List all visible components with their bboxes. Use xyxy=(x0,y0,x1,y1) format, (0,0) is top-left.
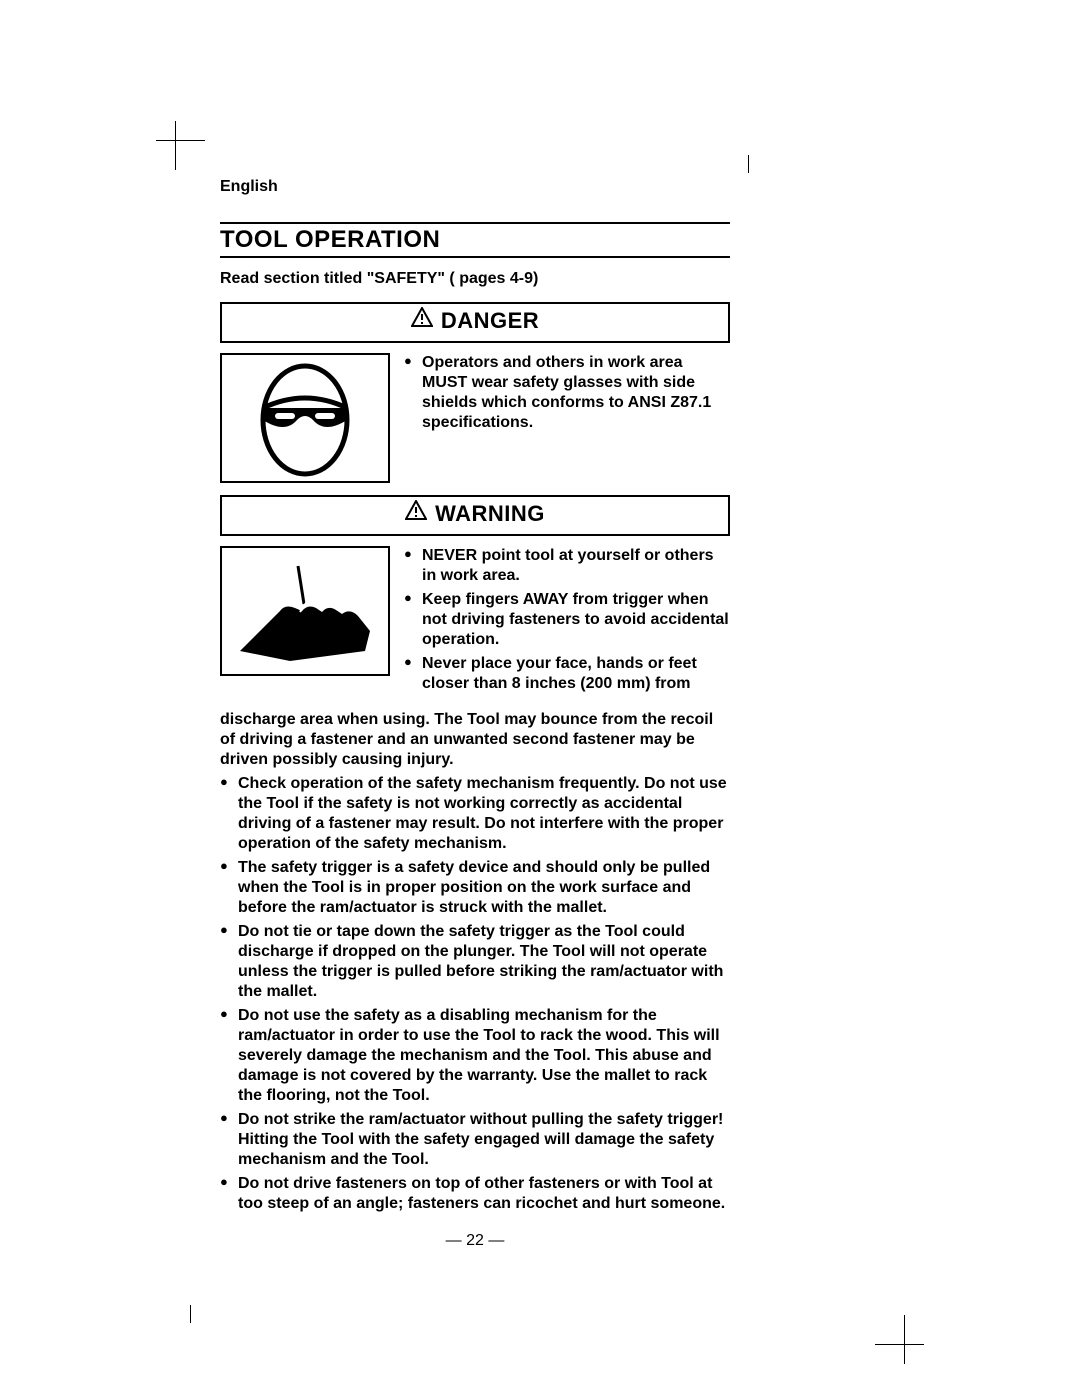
crop-mark-bottom-left xyxy=(190,1305,191,1323)
page-number: — 22 — xyxy=(220,1232,730,1250)
crop-mark-top-right xyxy=(748,155,749,173)
warning-item: Keep fingers AWAY from trigger when not … xyxy=(404,590,730,650)
crop-mark-top-left xyxy=(175,140,205,170)
warning-heading: WARNING xyxy=(220,495,730,536)
warning-item: Check operation of the safety mechanism … xyxy=(220,774,730,854)
section-title: TOOL OPERATION xyxy=(220,222,730,258)
warning-item: Never place your face, hands or feet clo… xyxy=(404,654,730,694)
danger-item: Operators and others in work area MUST w… xyxy=(404,353,730,433)
alert-triangle-icon xyxy=(411,307,433,333)
language-label: English xyxy=(220,178,730,196)
danger-heading: DANGER xyxy=(220,302,730,343)
warning-item: Do not tie or tape down the safety trigg… xyxy=(220,922,730,1002)
warning-continuation: discharge area when using. The Tool may … xyxy=(220,710,730,770)
warning-item: NEVER point tool at yourself or others i… xyxy=(404,546,730,586)
goggles-icon xyxy=(220,353,390,483)
warning-item: Do not strike the ram/actuator without p… xyxy=(220,1110,730,1170)
alert-triangle-icon xyxy=(405,500,427,526)
hand-nail-icon xyxy=(220,546,390,676)
danger-list: Operators and others in work area MUST w… xyxy=(404,353,730,437)
warning-item: The safety trigger is a safety device an… xyxy=(220,858,730,918)
warning-row: NEVER point tool at yourself or others i… xyxy=(220,546,730,698)
warning-item: Do not use the safety as a disabling mec… xyxy=(220,1006,730,1106)
danger-row: Operators and others in work area MUST w… xyxy=(220,353,730,483)
warning-label: WARNING xyxy=(435,501,545,526)
warning-full-list: Check operation of the safety mechanism … xyxy=(220,774,730,1214)
safety-subhead: Read section titled "SAFETY" ( pages 4-9… xyxy=(220,270,730,288)
warning-item: Do not drive fasteners on top of other f… xyxy=(220,1174,730,1214)
page-content: English TOOL OPERATION Read section titl… xyxy=(220,178,730,1250)
crop-mark-bottom-right xyxy=(875,1315,905,1345)
danger-label: DANGER xyxy=(441,308,539,333)
warning-side-list: NEVER point tool at yourself or others i… xyxy=(404,546,730,698)
